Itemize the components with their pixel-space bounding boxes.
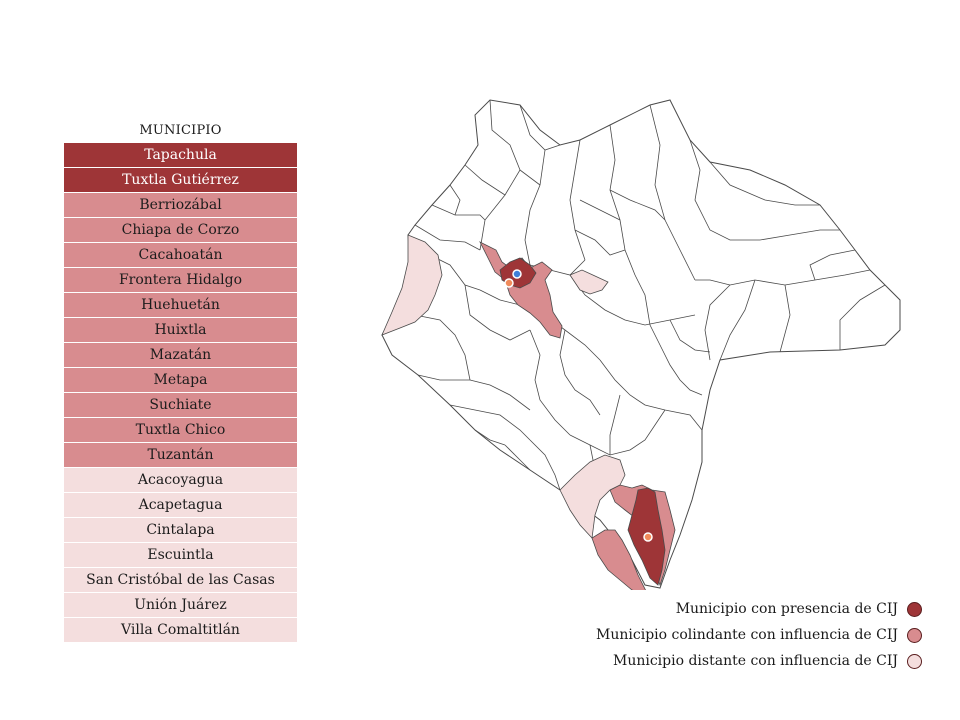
cij-marker-orange-south — [643, 532, 653, 542]
table-row: Acacoyagua — [64, 468, 297, 493]
region-colindante — [479, 241, 676, 590]
region-distante — [381, 234, 626, 539]
legend-label: Municipio distante con influencia de CIJ — [612, 653, 898, 669]
table-row: Cacahoatán — [64, 243, 297, 268]
distante-central-area — [569, 269, 609, 295]
table-row: San Cristóbal de las Casas — [64, 568, 297, 593]
legend-swatch-distante — [907, 653, 922, 669]
municipio-table: MUNICIPIO Tapachula Tuxtla Gutiérrez Berri… — [64, 119, 297, 643]
table-row: Metapa — [64, 368, 297, 393]
state-outline — [381, 99, 901, 589]
legend-label: Municipio con presencia de CIJ — [675, 601, 898, 617]
cij-markers — [504, 269, 653, 542]
table-row: Acapetagua — [64, 493, 297, 518]
table-row: Chiapa de Corzo — [64, 218, 297, 243]
table-row: Huehuetán — [64, 293, 297, 318]
table-row: Escuintla — [64, 543, 297, 568]
table-rows: Tapachula Tuxtla Gutiérrez Berriozábal Chia… — [64, 143, 297, 643]
legend: Municipio con presencia de CIJ Municipio … — [362, 596, 922, 674]
cij-marker-blue — [512, 269, 522, 279]
table-row: Huixtla — [64, 318, 297, 343]
distante-south-area — [559, 454, 626, 539]
table-row: Suchiate — [64, 393, 297, 418]
table-header: MUNICIPIO — [139, 123, 222, 138]
table-row: Tuxtla Chico — [64, 418, 297, 443]
table-row: Mazatán — [64, 343, 297, 368]
table-row: Tuxtla Gutiérrez — [64, 168, 297, 193]
legend-item-presence: Municipio con presencia de CIJ — [362, 596, 922, 622]
municipal-boundaries — [394, 99, 886, 491]
legend-swatch-colindante — [907, 627, 922, 643]
colindante-south-area — [591, 529, 646, 590]
table-row: Tuzantán — [64, 443, 297, 468]
table-row: Unión Juárez — [64, 593, 297, 618]
table-row: Tapachula — [64, 143, 297, 168]
legend-item-distante: Municipio distante con influencia de CIJ — [362, 648, 922, 674]
table-row: Villa Comaltitlán — [64, 618, 297, 643]
legend-item-colindante: Municipio colindante con influencia de C… — [362, 622, 922, 648]
chiapas-map — [381, 99, 901, 590]
table-row: Berriozábal — [64, 193, 297, 218]
legend-label: Municipio colindante con influencia de C… — [596, 627, 898, 643]
table-row: Frontera Hidalgo — [64, 268, 297, 293]
legend-swatch-presence — [907, 601, 922, 617]
distante-west-area — [381, 234, 443, 336]
state-boundary — [381, 99, 901, 589]
table-row: Cintalapa — [64, 518, 297, 543]
cij-marker-orange-north — [504, 278, 514, 288]
